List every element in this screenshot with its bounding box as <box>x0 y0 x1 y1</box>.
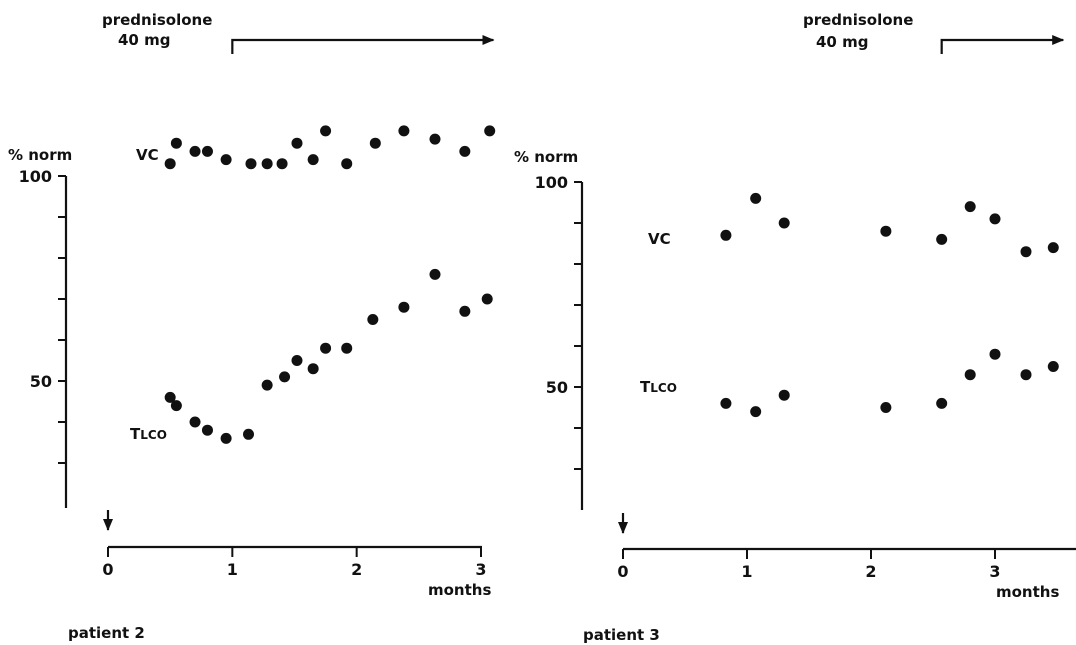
data-point-tlco <box>1020 369 1032 381</box>
data-point-vc <box>880 225 892 237</box>
data-point-tlco <box>778 389 790 401</box>
data-point-vc <box>245 158 257 170</box>
x-tick-label: 3 <box>475 560 486 579</box>
data-point-tlco <box>242 428 254 440</box>
data-point-vc <box>189 145 201 157</box>
data-point-vc <box>341 158 353 170</box>
data-point-vc <box>750 192 762 204</box>
chart-marks: 100 50 0 1 2 3 VC TLCO <box>19 35 496 579</box>
y-tick-label: 100 <box>535 173 568 192</box>
y-unit-label: % norm <box>8 146 72 164</box>
treatment-dose-label: 40 mg <box>816 33 868 51</box>
data-point-tlco <box>936 397 948 409</box>
treatment-arrow <box>940 35 1065 54</box>
data-point-vc <box>964 201 976 213</box>
chart-panel-patient-3: prednisolone 40 mg % norm months patient… <box>514 11 1076 644</box>
data-point-tlco <box>291 355 303 366</box>
series-label: VC <box>136 146 159 164</box>
data-point-tlco <box>720 397 732 409</box>
x-axis-label: months <box>428 581 491 599</box>
x-tick-label: 2 <box>351 560 362 579</box>
data-point-vc <box>778 217 790 229</box>
data-point-vc <box>720 229 732 241</box>
series-label: TLCO <box>640 378 677 396</box>
data-point-tlco <box>201 424 213 436</box>
data-point-tlco <box>367 314 379 325</box>
data-point-tlco <box>341 342 353 354</box>
data-point-vc <box>170 137 182 149</box>
data-point-tlco <box>1047 361 1059 372</box>
data-point-tlco <box>398 301 410 313</box>
data-point-tlco <box>880 402 892 413</box>
data-point-tlco <box>964 369 976 381</box>
treatment-arrow <box>231 35 495 54</box>
treatment-dose-label: 40 mg <box>118 31 170 49</box>
y-tick-label: 50 <box>30 372 52 391</box>
data-point-vc <box>276 158 288 170</box>
data-point-tlco <box>429 268 441 280</box>
data-point-vc <box>484 125 496 137</box>
data-point-vc <box>1020 246 1032 258</box>
data-point-vc <box>261 158 273 170</box>
data-point-vc <box>398 125 410 137</box>
data-point-tlco <box>307 363 319 375</box>
x-tick-label: 3 <box>989 562 1000 581</box>
series-label: VC <box>648 230 671 248</box>
chart-caption: patient 3 <box>583 626 660 644</box>
y-tick-label: 50 <box>546 378 568 397</box>
data-point-vc <box>989 213 1001 225</box>
data-point-tlco <box>189 416 201 428</box>
y-tick-label: 100 <box>19 167 52 186</box>
data-point-vc <box>936 233 948 245</box>
chart-panel-patient-2: prednisolone 40 mg % norm months patient… <box>8 11 496 642</box>
x-tick-label: 0 <box>102 560 113 579</box>
data-point-tlco <box>220 432 232 444</box>
data-point-vc <box>220 154 232 166</box>
data-point-vc <box>1047 242 1059 254</box>
data-point-tlco <box>261 379 273 391</box>
data-point-vc <box>164 158 176 170</box>
series-label: TLCO <box>130 425 167 443</box>
data-point-tlco <box>279 371 291 383</box>
data-point-vc <box>369 137 381 149</box>
data-point-tlco <box>989 348 1001 360</box>
data-point-tlco <box>320 342 332 354</box>
x-tick-label: 1 <box>227 560 238 579</box>
data-point-tlco <box>750 406 762 418</box>
chart-caption: patient 2 <box>68 624 145 642</box>
data-point-tlco <box>481 293 493 305</box>
x-tick-label: 0 <box>617 562 628 581</box>
data-point-tlco <box>170 400 182 412</box>
data-point-tlco <box>164 391 176 403</box>
treatment-label: prednisolone <box>102 11 212 29</box>
x-tick-label: 2 <box>865 562 876 581</box>
treatment-label: prednisolone <box>803 11 913 29</box>
data-point-vc <box>307 154 319 166</box>
chart-marks: 100 50 0 1 2 3 VC TLCO <box>535 35 1065 581</box>
data-point-vc <box>291 137 303 149</box>
data-point-tlco <box>459 305 471 317</box>
x-axis-label: months <box>996 583 1059 601</box>
y-unit-label: % norm <box>514 148 578 166</box>
data-point-vc <box>459 145 471 157</box>
x-tick-label: 1 <box>741 562 752 581</box>
data-point-vc <box>429 133 441 145</box>
data-point-vc <box>320 125 332 137</box>
data-point-vc <box>201 145 213 157</box>
